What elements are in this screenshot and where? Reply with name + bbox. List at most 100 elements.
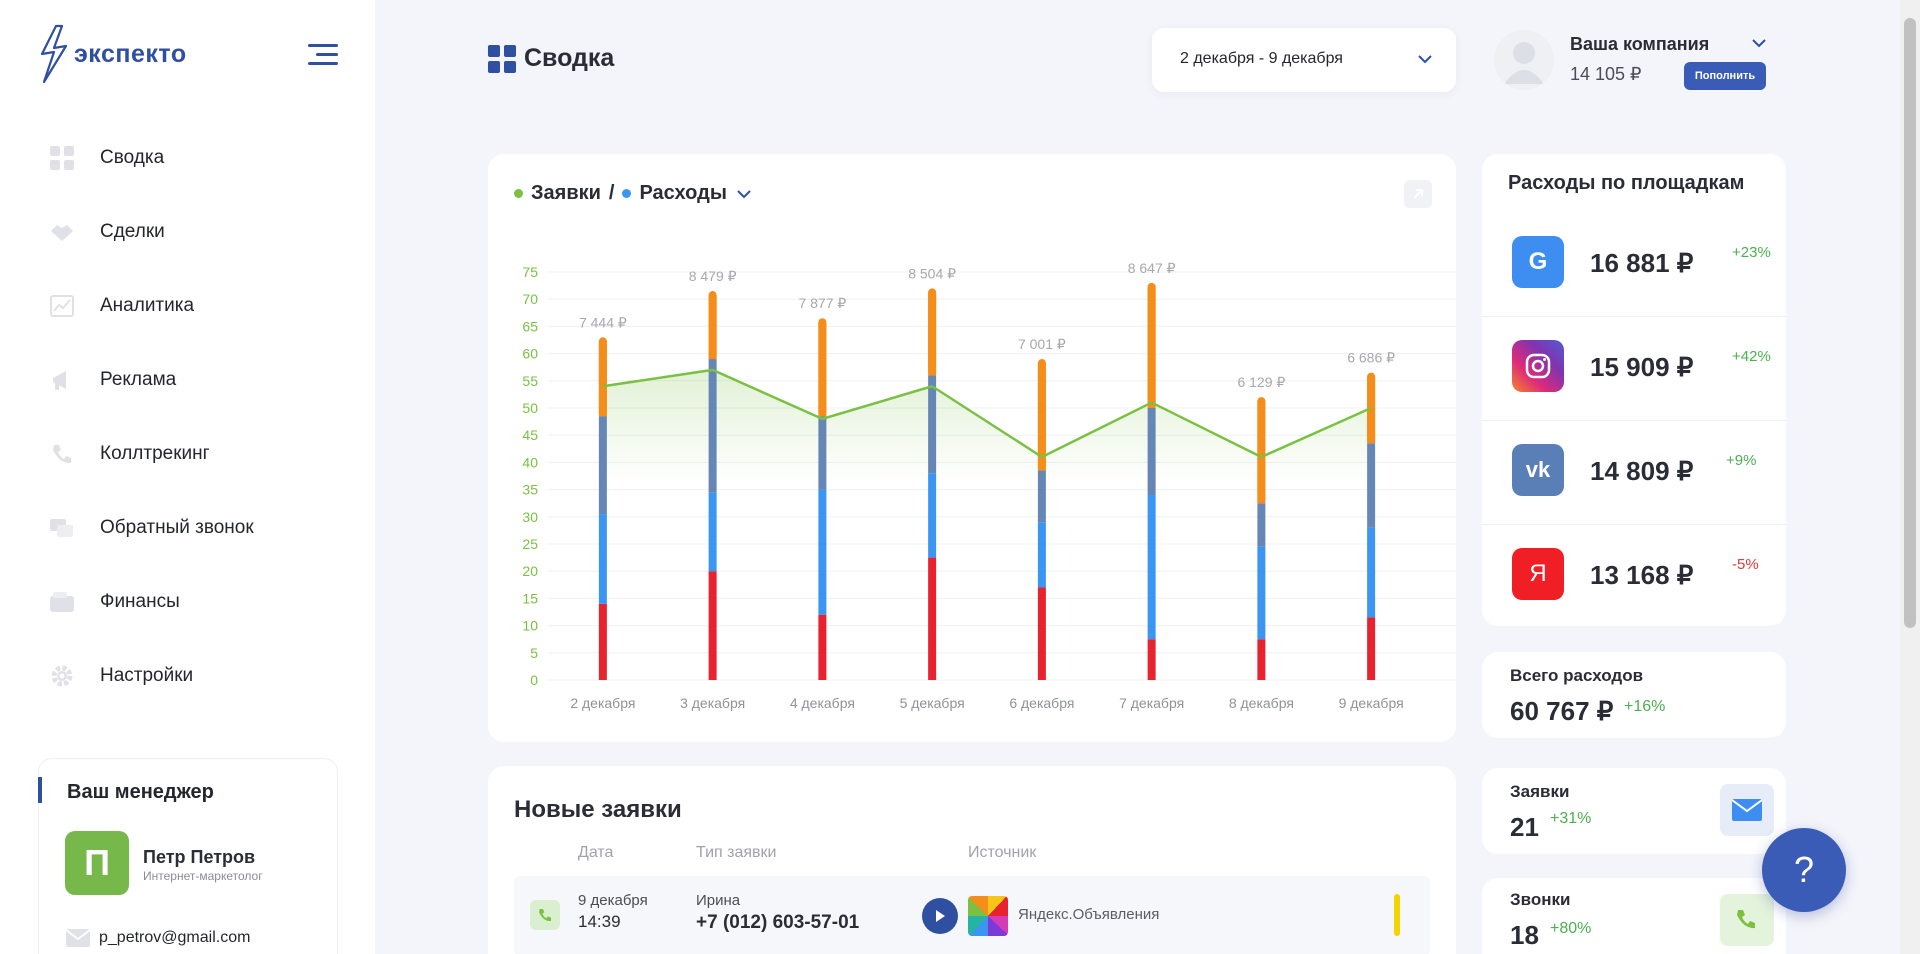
ad-row-instagram[interactable]: 15 909 ₽ +42%: [1482, 306, 1786, 410]
y-tick-label: 20: [522, 563, 538, 579]
ad-change: -5%: [1732, 556, 1759, 573]
manager-email[interactable]: p_petrov@gmail.com: [99, 929, 251, 946]
bar-segment-fill: [818, 322, 827, 417]
lightning-logo-icon: [40, 24, 68, 84]
y-tick-label: 50: [522, 400, 538, 416]
table-row[interactable]: 9 декабря 14:39 Ирина +7 (012) 603-57-01…: [514, 876, 1430, 954]
nav-label: Реклама: [100, 369, 177, 390]
instagram-icon: [1512, 340, 1564, 392]
manager-name: Петр Петров: [143, 847, 256, 867]
bar-segment-fill: [1037, 363, 1046, 471]
bar-segment: [708, 359, 717, 493]
page-title: Сводка: [488, 44, 614, 73]
bar-segment: [1257, 503, 1266, 547]
nav-item-deals[interactable]: Сделки: [48, 212, 165, 252]
nav-item-calltracking[interactable]: Коллтрекинг: [48, 434, 210, 474]
y-tick-label: 75: [522, 264, 538, 280]
bar-value-label: 7 001 ₽: [1018, 336, 1066, 352]
gear-icon: [48, 662, 76, 690]
bar-segment: [818, 614, 827, 680]
company-name: Ваша компания: [1570, 34, 1710, 54]
mail-icon: [65, 929, 91, 947]
total-spend-label: Всего расходов: [1510, 666, 1644, 685]
column-header-type[interactable]: Тип заявки: [696, 844, 777, 861]
bar-segment-fill: [1367, 376, 1376, 444]
nav-item-settings[interactable]: Настройки: [48, 656, 193, 696]
bar-segment: [1147, 408, 1156, 496]
total-spend-value: 60 767 ₽: [1510, 696, 1614, 726]
manager-avatar: П: [65, 831, 129, 895]
company-balance: 14 105 ₽: [1570, 64, 1642, 84]
bar-segment: [598, 514, 607, 604]
wallet-icon: [48, 588, 76, 616]
nav-item-analytics[interactable]: Аналитика: [48, 286, 194, 326]
bar-value-label: 8 479 ₽: [689, 268, 737, 284]
scrollbar-thumb[interactable]: [1904, 18, 1916, 628]
bar-segment: [598, 603, 607, 680]
chevron-down-icon: [1418, 55, 1432, 64]
y-tick-label: 15: [522, 590, 538, 606]
ad-value: 16 881 ₽: [1590, 248, 1694, 278]
topup-button[interactable]: Пополнить: [1684, 62, 1766, 90]
nav-item-summary[interactable]: Сводка: [48, 138, 164, 178]
ad-row-vk[interactable]: vk 14 809 ₽ +9%: [1482, 410, 1786, 514]
page-title-text: Сводка: [524, 44, 615, 72]
brand-name: экспекто: [74, 39, 187, 68]
ad-platforms-title: Расходы по площадкам: [1508, 172, 1745, 194]
calls-stat-value: 18: [1510, 920, 1539, 950]
ad-platforms-card: Расходы по площадкам G 16 881 ₽ +23% 15 …: [1482, 154, 1786, 626]
nav-item-callback[interactable]: Обратный звонок: [48, 508, 254, 548]
y-tick-label: 40: [522, 454, 538, 470]
column-header-date[interactable]: Дата: [578, 844, 614, 861]
nav-item-ads[interactable]: Реклама: [48, 360, 176, 400]
ad-row-yandex[interactable]: Я 13 168 ₽ -5%: [1482, 514, 1786, 618]
spend-legend-dot: [622, 189, 632, 198]
chart-title[interactable]: Заявки / Расходы: [514, 182, 751, 205]
bar-segment: [818, 416, 827, 490]
manager-accent-bar: [38, 777, 42, 803]
nav-label: Аналитика: [100, 295, 195, 316]
google-icon: G: [1512, 236, 1564, 288]
y-tick-label: 5: [530, 645, 538, 661]
x-tick-label: 3 декабря: [680, 695, 745, 711]
y-tick-label: 65: [522, 318, 538, 334]
nav-label: Сделки: [100, 221, 165, 242]
column-header-source[interactable]: Источник: [968, 844, 1037, 861]
bar-value-label: 7 877 ₽: [798, 295, 846, 311]
help-button[interactable]: ?: [1762, 828, 1846, 912]
nav-label: Обратный звонок: [100, 517, 254, 538]
bar-value-label: 6 686 ₽: [1347, 350, 1395, 366]
leads-legend-dot: [514, 189, 523, 198]
date-range-picker[interactable]: 2 декабря - 9 декабря: [1152, 28, 1456, 92]
menu-toggle-icon[interactable]: [308, 44, 338, 66]
expand-icon[interactable]: [1404, 180, 1432, 208]
chevron-down-icon[interactable]: [1752, 38, 1766, 48]
phone-icon: [48, 440, 76, 468]
calls-stat-card: Звонки 18 +80%: [1482, 878, 1786, 954]
handshake-icon: [48, 218, 76, 246]
chart-card: Заявки / Расходы 0 5 10 15 20 25 30 35 40 45 50 55 6…: [488, 154, 1456, 742]
bar-segment: [1257, 546, 1266, 640]
bar-value-label: 8 504 ₽: [908, 265, 956, 281]
manager-title: Ваш менеджер: [67, 781, 214, 803]
manager-card: Ваш менеджер П Петр Петров Интернет-марк…: [38, 758, 338, 954]
ad-row-google[interactable]: G 16 881 ₽ +23%: [1482, 202, 1786, 306]
logo[interactable]: экспекто: [36, 24, 187, 84]
lead-date: 9 декабря: [578, 892, 648, 909]
leads-stat-change: +31%: [1550, 810, 1592, 827]
scrollbar[interactable]: [1900, 0, 1920, 954]
new-leads-card: Новые заявки Дата Тип заявки Источник 9 …: [488, 766, 1456, 954]
y-tick-label: 60: [522, 346, 538, 362]
play-icon[interactable]: [922, 898, 958, 934]
nav-label: Коллтрекинг: [100, 443, 210, 464]
vk-icon: vk: [1512, 444, 1564, 496]
company-switcher[interactable]: Ваша компания 14 105 ₽ Пополнить: [1494, 28, 1766, 92]
nav-item-finance[interactable]: Финансы: [48, 582, 180, 622]
company-avatar: [1494, 30, 1554, 90]
callback-icon: [48, 514, 76, 542]
bar-value-label: 8 647 ₽: [1128, 260, 1176, 276]
sidebar: экспекто Сводка Сделки Аналитика: [0, 0, 375, 954]
bar-segment-fill: [598, 341, 607, 417]
bar-segment: [1037, 522, 1046, 588]
leads-stat-card: Заявки 21 +31%: [1482, 768, 1786, 854]
